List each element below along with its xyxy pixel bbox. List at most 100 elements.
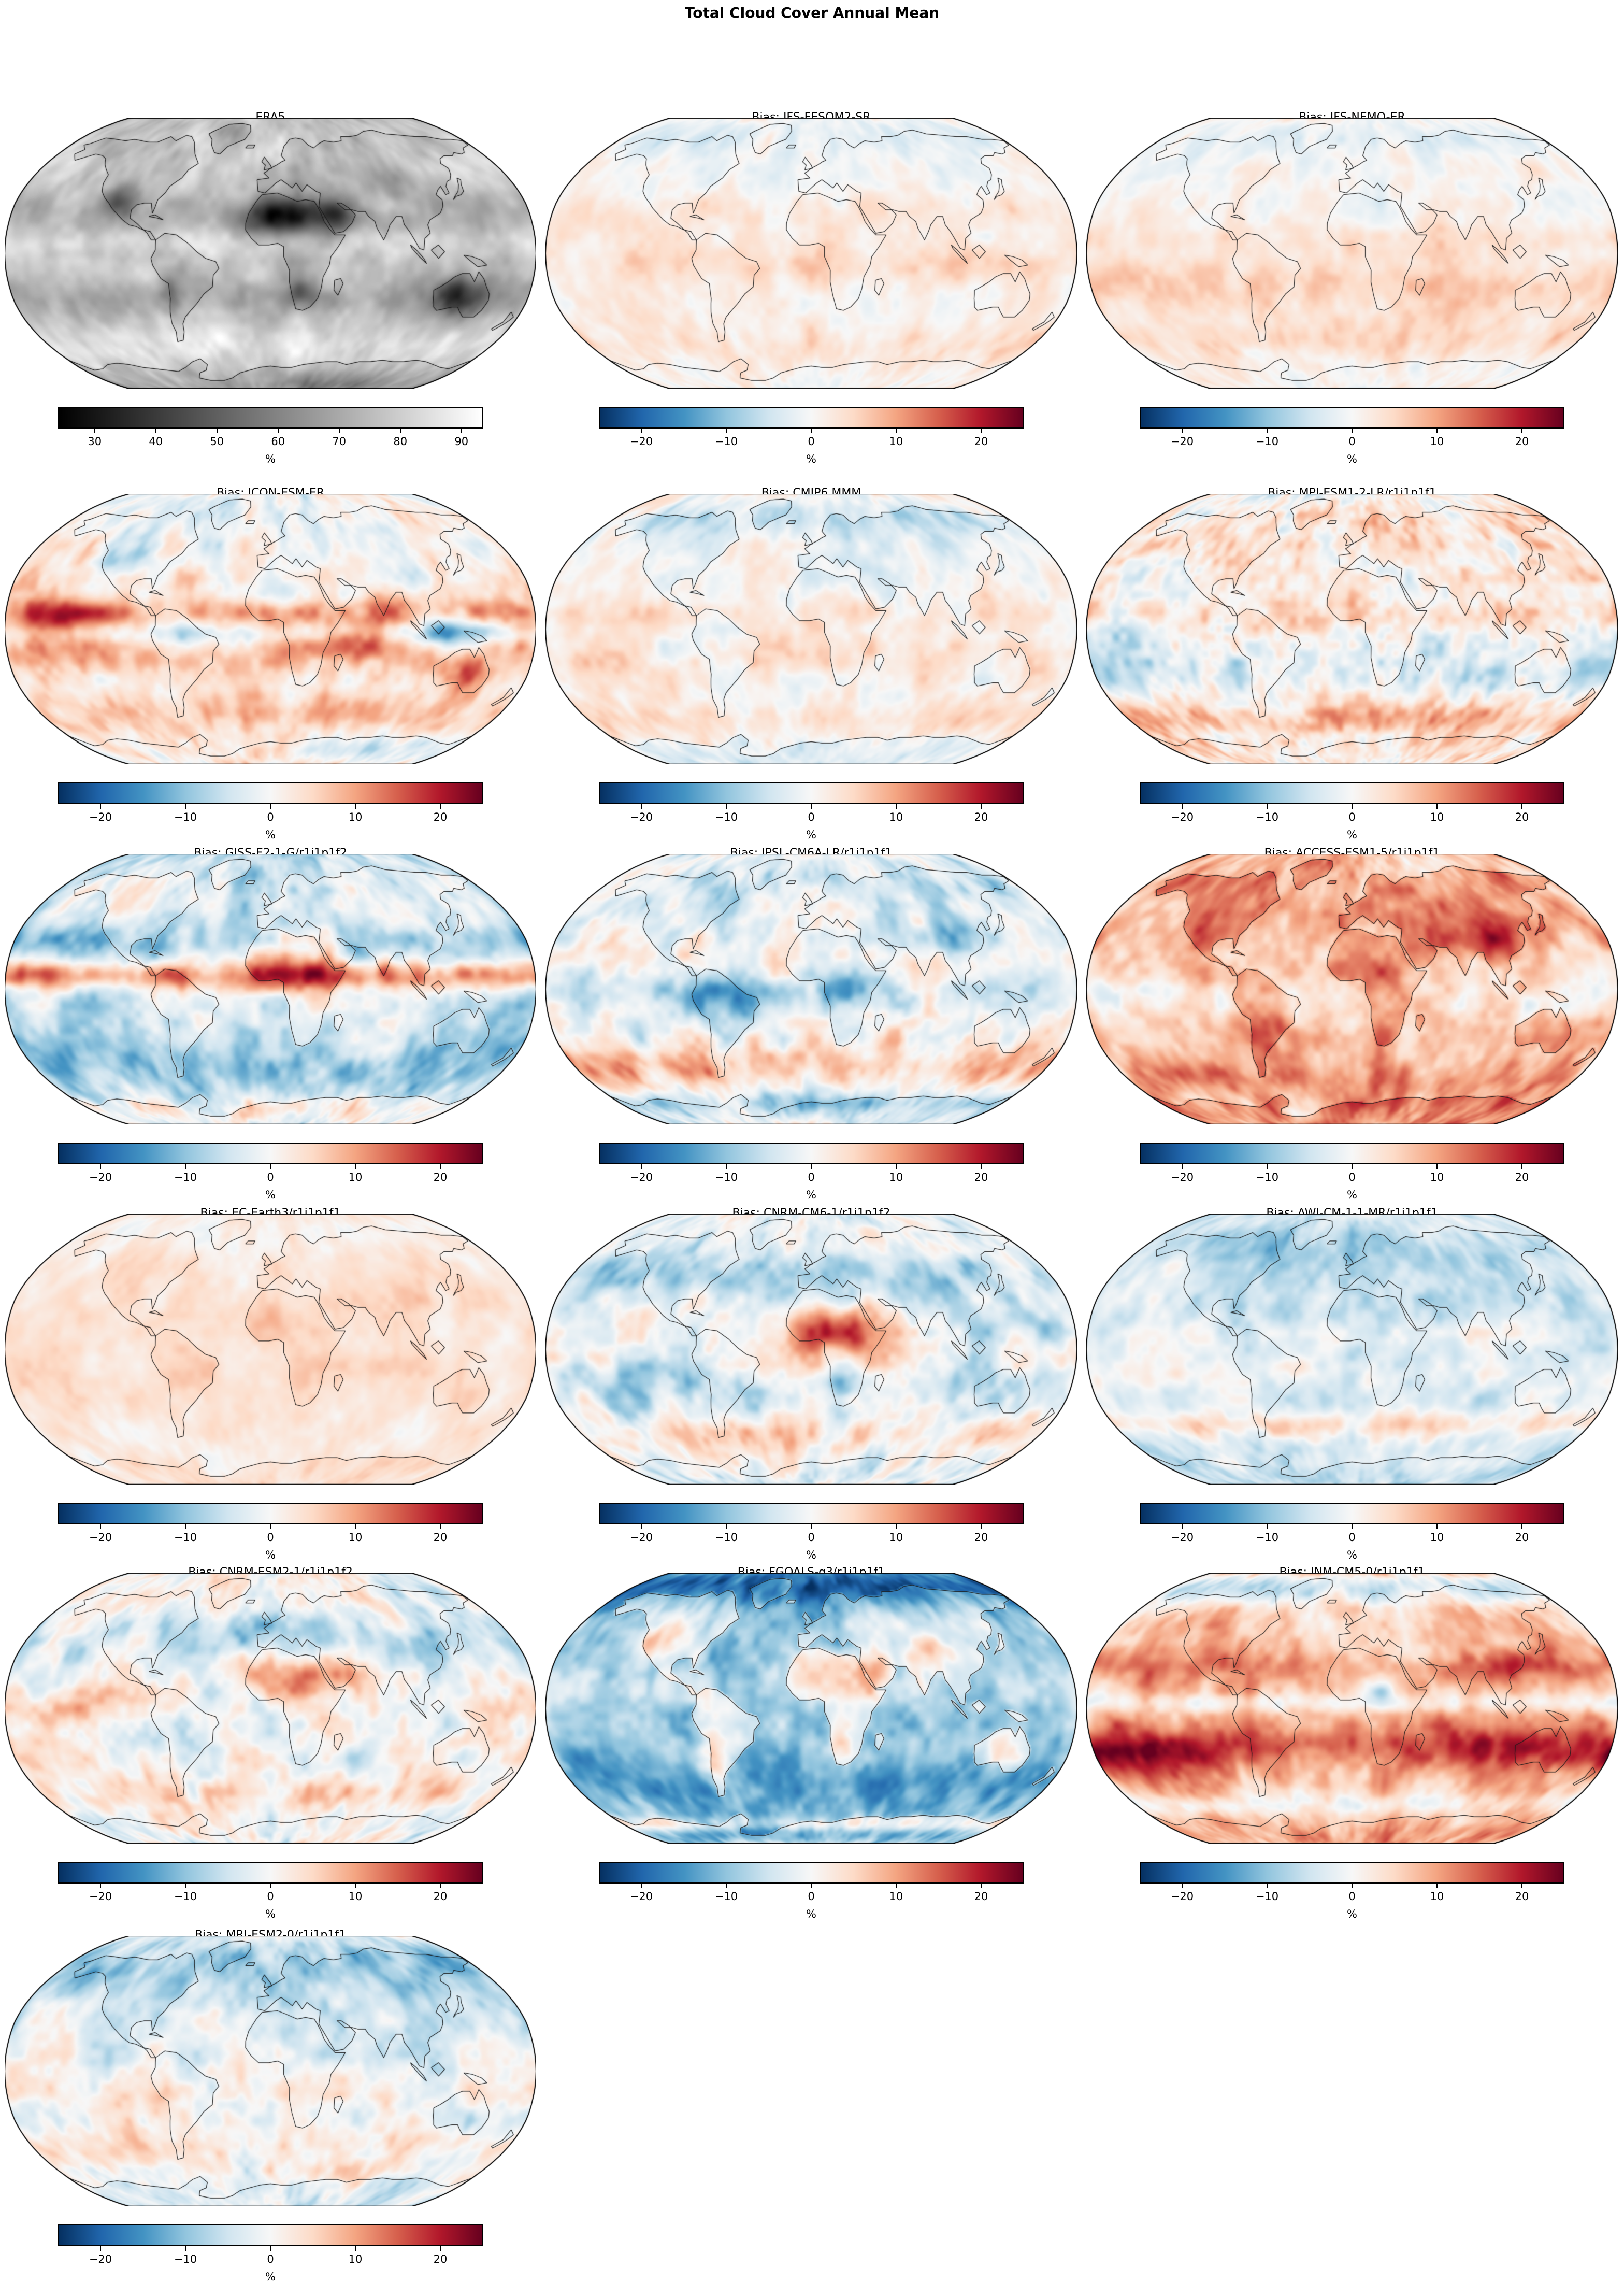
colorbar-gradient [600,408,1023,427]
world-map-canvas [5,118,536,389]
colorbar-tick-label: 20 [1515,1171,1529,1183]
colorbar-tick-label: 20 [433,1531,448,1544]
colorbar-tick-mark [355,1524,356,1529]
colorbar-tick-mark [1182,1884,1183,1888]
colorbar-tick-label: 10 [1430,1531,1444,1544]
colorbar-tick-mark [726,804,727,809]
world-map-canvas [5,1214,536,1485]
colorbar [1140,1862,1564,1884]
colorbar-tick-label: −10 [1255,1171,1279,1183]
colorbar-tick-mark [726,429,727,433]
colorbar-tick-label: 10 [889,811,903,823]
world-map-canvas [545,1573,1077,1844]
colorbar-tick-mark [981,1164,982,1169]
colorbar-tick-mark [641,1524,642,1529]
colorbar-tick-label: −10 [174,2253,197,2265]
colorbar-tick-label: 0 [1348,811,1356,823]
colorbar-tick-mark [270,2246,271,2251]
colorbar-tick-mark [1521,804,1522,809]
colorbar-tick-mark [1521,1884,1522,1888]
colorbar-tick-label: 50 [210,435,224,448]
colorbar-tick-mark [811,1524,812,1529]
colorbar-tick-label: 20 [974,1171,988,1183]
colorbar-tick-mark [641,804,642,809]
colorbar-tick-mark [981,804,982,809]
colorbar-tick-mark [270,1164,271,1169]
colorbar-tick-mark [270,804,271,809]
colorbar-gradient [600,783,1023,803]
colorbar-tick-label: 10 [348,1890,363,1903]
colorbar-tick-label: 0 [267,1890,274,1903]
colorbar-tick-label: 20 [1515,435,1529,448]
colorbar [1140,1503,1564,1524]
colorbar-unit-label: % [265,1189,276,1201]
colorbar-tick-mark [1267,429,1268,433]
colorbar-tick-mark [155,429,156,433]
world-map-canvas [545,1214,1077,1485]
colorbar-tick-mark [1267,1884,1268,1888]
colorbar [58,1503,483,1524]
colorbar-tick-label: −20 [89,811,112,823]
colorbar-gradient [600,1144,1023,1163]
world-map-canvas [545,118,1077,389]
colorbar-tick-label: 10 [348,1171,363,1183]
colorbar-tick-mark [641,1884,642,1888]
colorbar-tick-label: −10 [714,435,738,448]
colorbar-tick-mark [896,1524,897,1529]
colorbar-tick-mark [1436,429,1438,433]
colorbar-tick-label: −10 [174,811,197,823]
colorbar-unit-label: % [265,1549,276,1561]
colorbar-tick-mark [270,1524,271,1529]
colorbar-tick-mark [1352,1164,1353,1169]
colorbar-tick-mark [981,1524,982,1529]
colorbar-tick-mark [811,429,812,433]
colorbar-tick-label: −20 [629,811,653,823]
colorbar-tick-mark [1352,1524,1353,1529]
colorbar-tick-mark [440,804,441,809]
colorbar-tick-label: 10 [889,435,903,448]
colorbar-tick-label: 0 [1348,1171,1356,1183]
figure-title: Total Cloud Cover Annual Mean [684,4,940,21]
world-map-canvas [1086,1573,1618,1844]
colorbar-tick-mark [1436,804,1438,809]
colorbar [58,782,483,804]
colorbar-tick-label: 20 [1515,811,1529,823]
colorbar-tick-label: 10 [889,1890,903,1903]
colorbar-tick-mark [1182,1524,1183,1529]
colorbar-tick-label: −20 [1170,811,1194,823]
colorbar-tick-label: 0 [808,1171,815,1183]
colorbar-tick-mark [1436,1164,1438,1169]
colorbar-gradient [600,1504,1023,1523]
world-map-canvas [5,854,536,1124]
colorbar-tick-mark [185,2246,186,2251]
colorbar-tick-label: −20 [89,1890,112,1903]
colorbar-tick-mark [355,804,356,809]
colorbar-gradient [1141,408,1563,427]
colorbar-tick-mark [1436,1524,1438,1529]
colorbar-unit-label: % [1347,1189,1357,1201]
colorbar-tick-label: 20 [974,1890,988,1903]
colorbar-tick-mark [641,429,642,433]
colorbar-tick-label: 10 [1430,811,1444,823]
colorbar-tick-label: 10 [1430,1890,1444,1903]
colorbar-gradient [59,408,482,427]
colorbar-tick-mark [185,804,186,809]
colorbar-tick-label: 20 [974,1531,988,1544]
colorbar [599,1143,1024,1164]
colorbar-tick-label: 10 [889,1531,903,1544]
colorbar-tick-mark [1267,804,1268,809]
colorbar-tick-mark [981,1884,982,1888]
colorbar-tick-label: 20 [1515,1890,1529,1903]
colorbar-gradient [1141,1863,1563,1882]
colorbar-tick-mark [811,1884,812,1888]
colorbar-tick-label: 10 [1430,1171,1444,1183]
colorbar-tick-label: −20 [629,1171,653,1183]
colorbar-gradient [59,1863,482,1882]
colorbar-gradient [59,1144,482,1163]
colorbar-tick-mark [100,1164,101,1169]
colorbar-tick-label: 0 [267,1171,274,1183]
colorbar-tick-mark [399,429,401,433]
colorbar-tick-label: −10 [714,1890,738,1903]
colorbar-tick-mark [355,2246,356,2251]
colorbar [58,407,483,429]
